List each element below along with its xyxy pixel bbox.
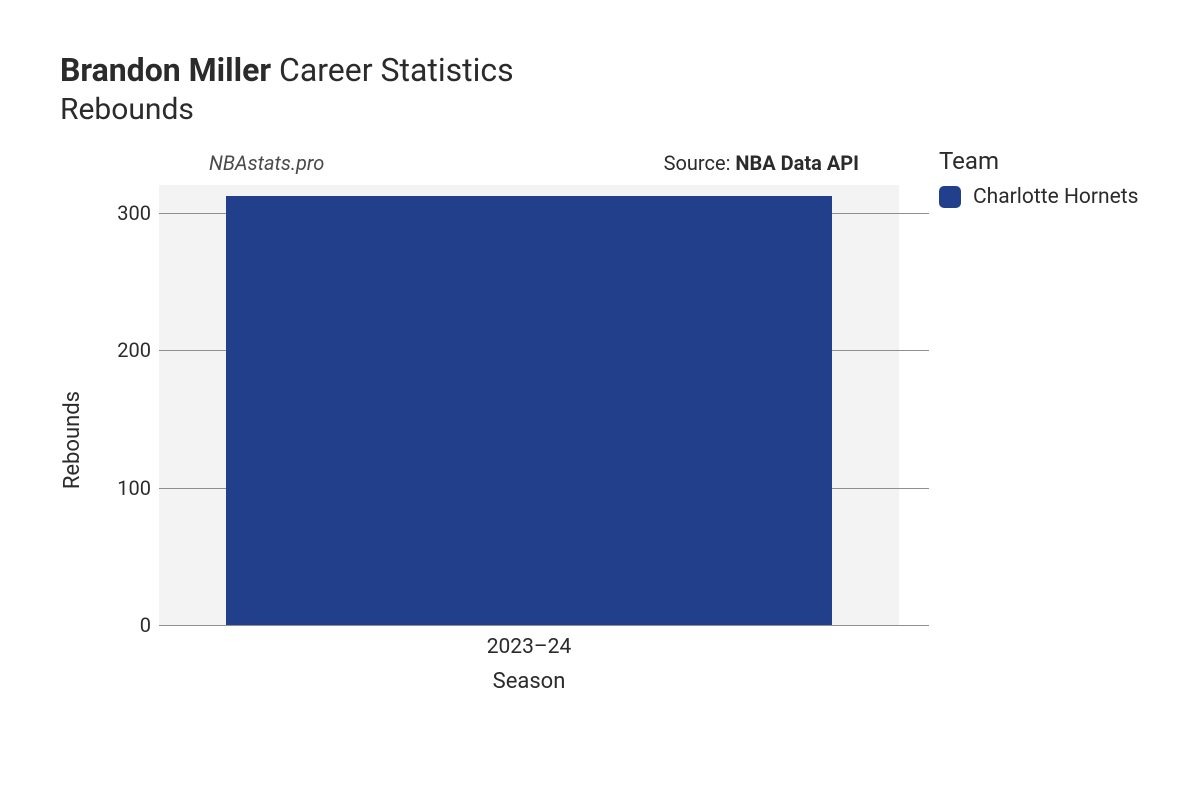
- legend-item: Charlotte Hornets: [939, 185, 1138, 209]
- plot-column: NBAstats.pro Source: NBA Data API 0 100 20…: [99, 147, 899, 694]
- x-tick-label: 2023–24: [487, 635, 572, 659]
- watermark-text: NBAstats.pro: [209, 151, 324, 175]
- y-tick-label: 300: [117, 201, 151, 225]
- chart-title: Brandon Miller Career Statistics: [60, 50, 1160, 90]
- legend-label: Charlotte Hornets: [973, 185, 1138, 209]
- chart-titles: Brandon Miller Career Statistics Rebound…: [60, 50, 1160, 127]
- source-text: Source: NBA Data API: [664, 151, 859, 175]
- chart-container: Brandon Miller Career Statistics Rebound…: [0, 0, 1200, 800]
- title-suffix: Career Statistics: [271, 51, 514, 89]
- y-tick-label: 0: [140, 613, 151, 637]
- plot-area: [159, 185, 899, 625]
- plot-annotations: NBAstats.pro Source: NBA Data API: [159, 147, 899, 185]
- chart-subtitle: Rebounds: [60, 92, 1160, 127]
- bar: [226, 196, 833, 625]
- chart-area: Rebounds NBAstats.pro Source: NBA Data A…: [60, 147, 1160, 694]
- x-axis-label: Season: [159, 669, 899, 694]
- legend-items: Charlotte Hornets: [939, 185, 1138, 209]
- y-axis-ticks: 0100200300: [99, 185, 159, 625]
- y-tick-label: 200: [117, 338, 151, 362]
- source-name: NBA Data API: [735, 151, 859, 175]
- title-player-name: Brandon Miller: [60, 51, 271, 89]
- legend-title: Team: [939, 147, 1138, 175]
- plot-wrap: 0100200300: [99, 185, 899, 625]
- legend: Team Charlotte Hornets: [939, 147, 1138, 209]
- source-prefix: Source:: [664, 151, 736, 175]
- x-axis-ticks: 2023–24: [159, 625, 899, 659]
- legend-swatch: [939, 186, 961, 208]
- y-axis-label: Rebounds: [60, 391, 85, 489]
- y-tick-label: 100: [117, 476, 151, 500]
